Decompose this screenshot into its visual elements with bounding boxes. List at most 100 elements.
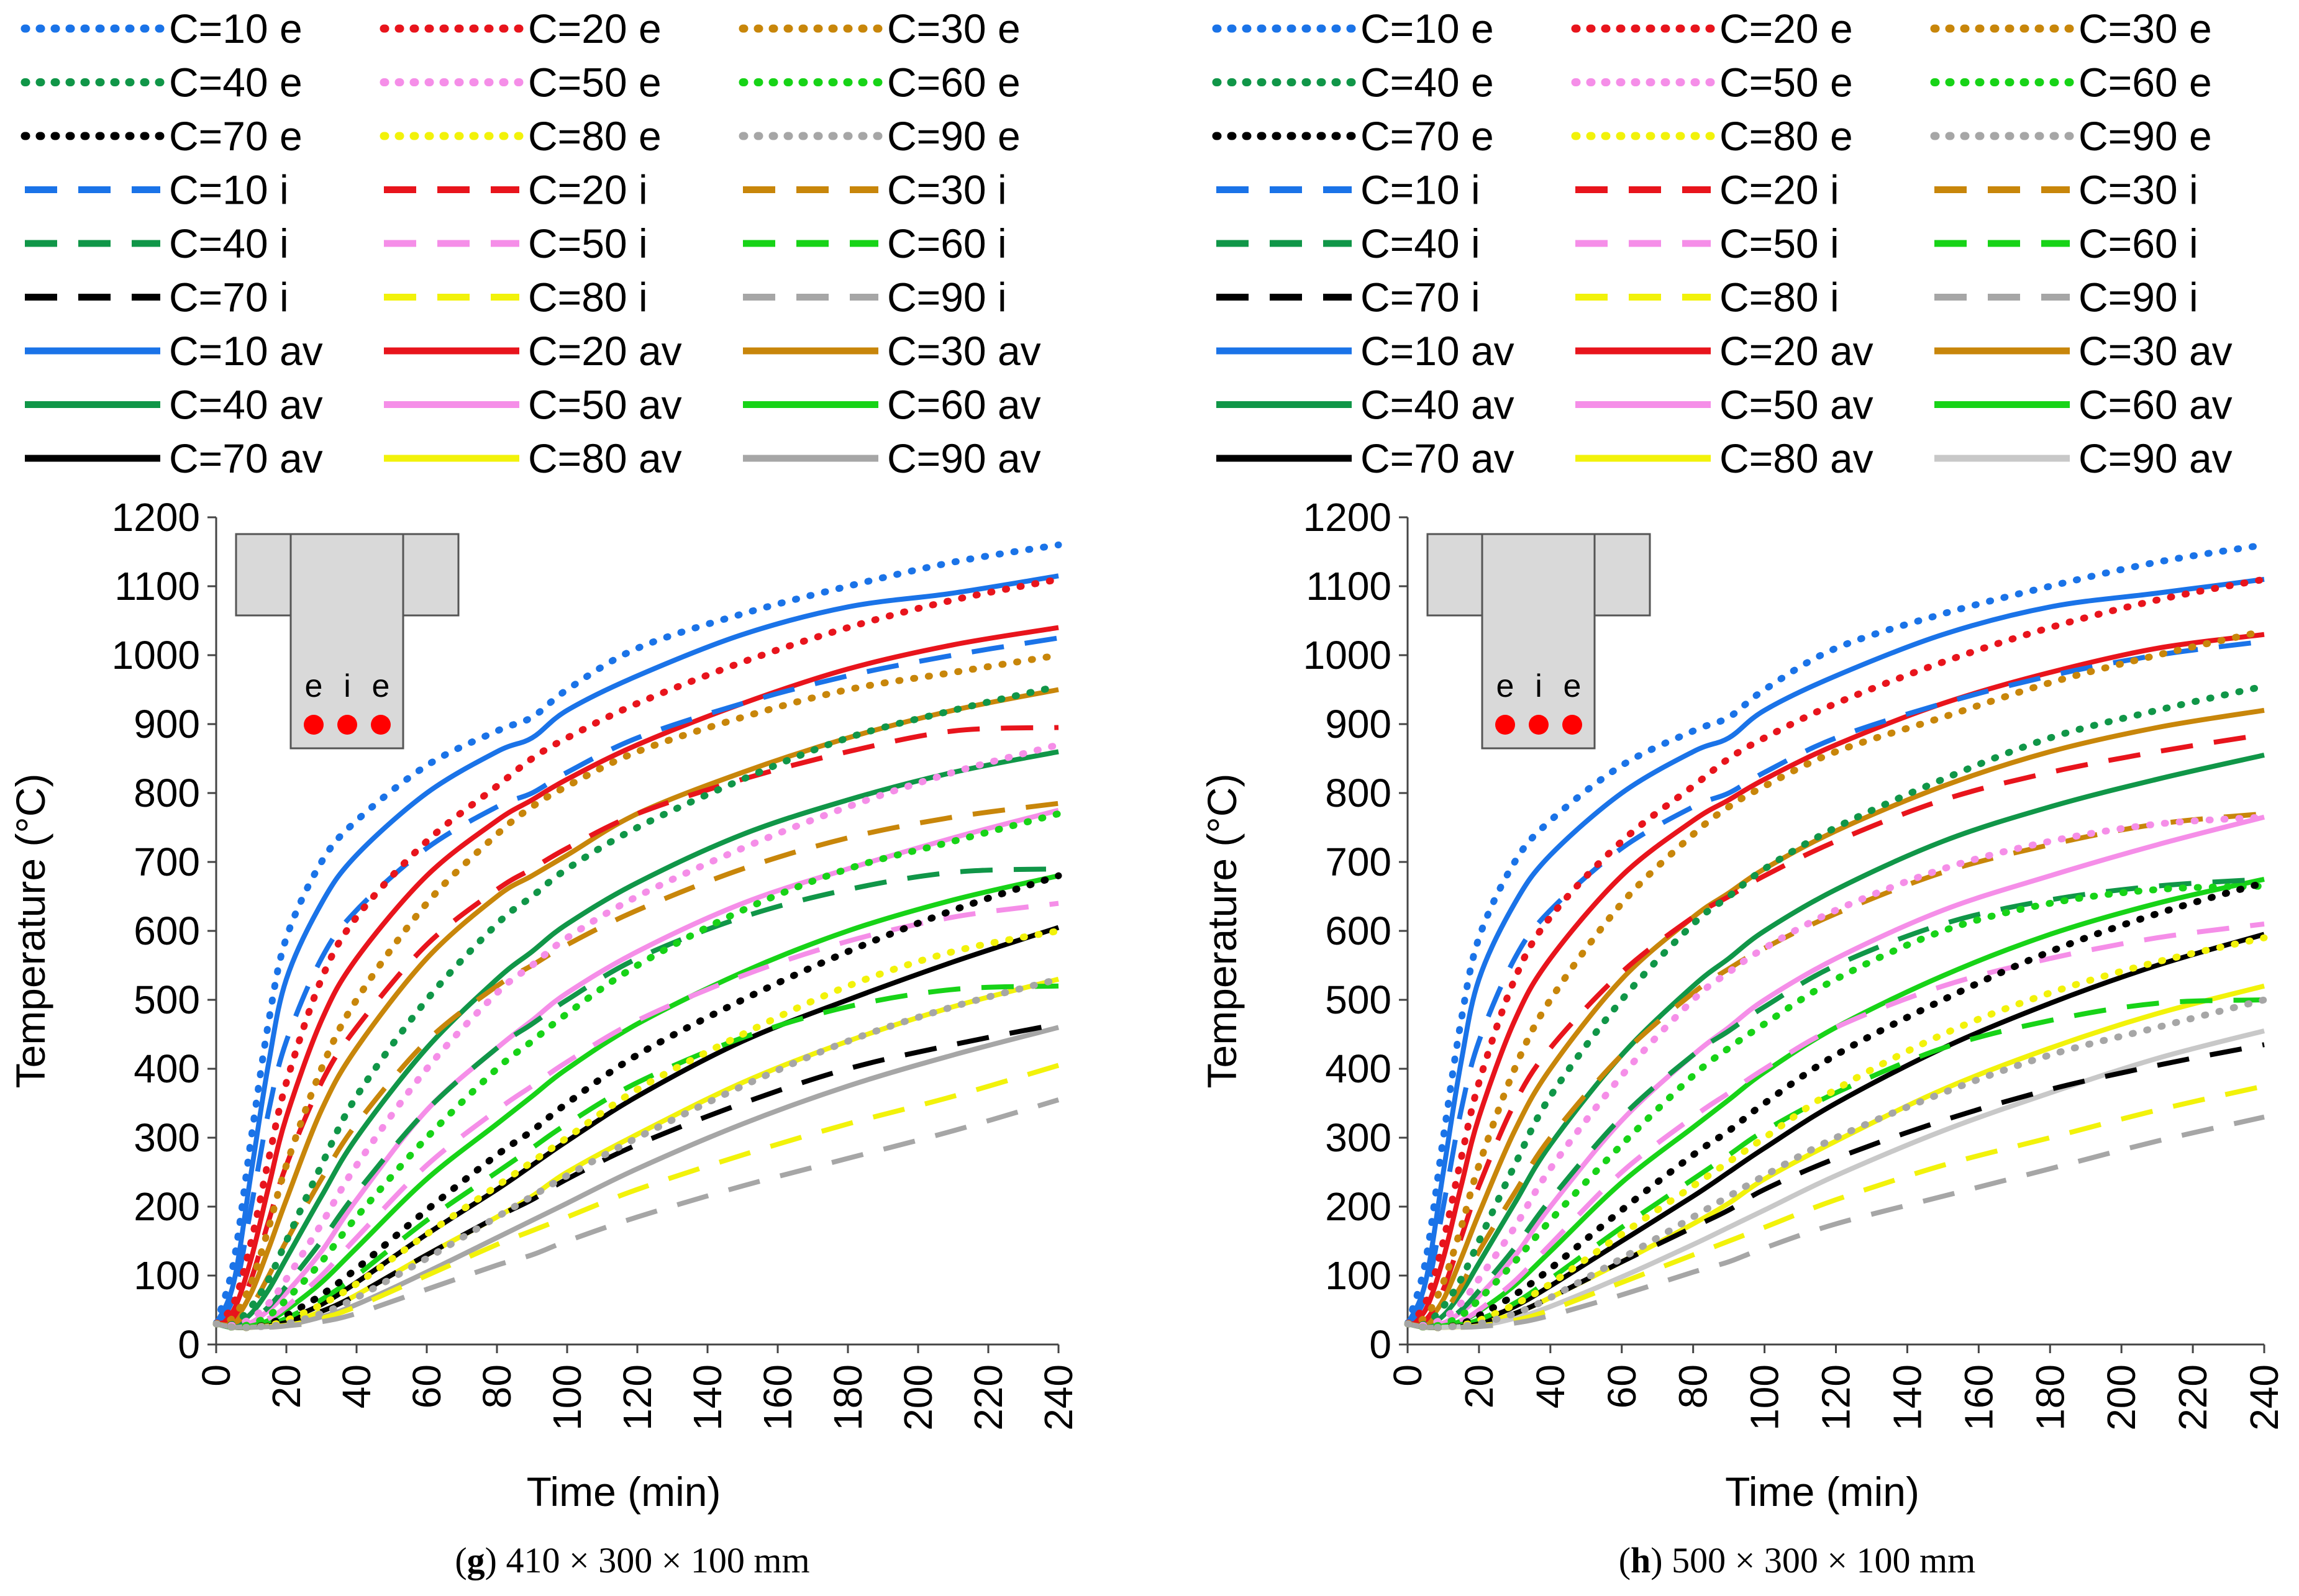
x-tick-label: 180 — [826, 1364, 870, 1431]
x-tick-label: 40 — [1528, 1364, 1573, 1408]
legend-label: C=80 av — [528, 435, 682, 481]
legend-label: C=50 i — [528, 220, 648, 266]
legend-item: C=50 i — [384, 220, 648, 266]
series-line — [1407, 1114, 2265, 1330]
legend-item: C=80 i — [384, 274, 648, 320]
legend-item: C=80 e — [1571, 113, 1853, 159]
legend-label: C=90 av — [887, 435, 1041, 481]
legend-item: C=90 av — [1934, 435, 2233, 481]
rebar-label: i — [1535, 668, 1542, 704]
series-line — [1404, 879, 2268, 1331]
series-line — [1407, 1028, 2265, 1330]
y-tick-label: 800 — [1325, 771, 1391, 815]
caption-letter: g — [467, 1540, 485, 1580]
legend-label: C=20 e — [1719, 6, 1853, 52]
legend-item: C=50 e — [1571, 60, 1853, 106]
chart-panel-g: C=10 e C=20 e C=30 e C=40 e C=50 e C=60 e C=70… — [7, 6, 1081, 1580]
series-line — [1407, 811, 2265, 1328]
legend-label: C=90 i — [887, 274, 1007, 320]
legend-item: C=20 e — [380, 6, 662, 52]
y-tick-label: 100 — [1325, 1253, 1391, 1298]
y-tick-label: 500 — [1325, 977, 1391, 1022]
legend-item: C=70 e — [1212, 113, 1494, 159]
y-tick-label: 400 — [134, 1046, 200, 1091]
legend-label: C=30 i — [887, 167, 1007, 213]
y-tick-label: 200 — [134, 1184, 200, 1229]
x-tick-label: 220 — [2170, 1364, 2215, 1431]
legend-label: C=40 i — [169, 220, 289, 266]
series-line — [1405, 638, 2265, 1326]
legend-label: C=30 e — [887, 6, 1021, 52]
x-tick-label: 100 — [545, 1364, 590, 1431]
rebar-label: i — [344, 668, 351, 704]
legend-item: C=70 i — [1216, 274, 1480, 320]
legend-label: C=80 i — [1719, 274, 1839, 320]
legend-label: C=70 i — [1360, 274, 1480, 320]
legend-label: C=50 i — [1719, 220, 1839, 266]
series-line — [212, 541, 1062, 1328]
legend-label: C=60 i — [2078, 220, 2198, 266]
x-tick-label: 0 — [1385, 1364, 1430, 1387]
legend-label: C=70 e — [1360, 113, 1494, 159]
legend-label: C=40 e — [169, 60, 303, 106]
series-line — [1407, 707, 2265, 1327]
rebar-dot — [337, 715, 357, 735]
legend-item: C=60 e — [1930, 60, 2212, 106]
series-line — [216, 925, 1060, 1330]
legend-item: C=30 e — [1930, 6, 2212, 52]
series-line — [212, 810, 1062, 1331]
rebar-dot — [1562, 715, 1582, 735]
series-line — [1407, 921, 2265, 1330]
legend-label: C=20 av — [1719, 328, 1873, 374]
legend-label: C=60 e — [2078, 60, 2212, 106]
legend-item: C=10 av — [25, 328, 323, 374]
x-tick-label: 60 — [1600, 1364, 1644, 1408]
web-shape — [1481, 533, 1596, 750]
legend-label: C=10 av — [169, 328, 323, 374]
legend-label: C=90 e — [2078, 113, 2212, 159]
legend-label: C=40 av — [1360, 382, 1514, 428]
y-tick-label: 700 — [134, 840, 200, 884]
legend-label: C=30 i — [2078, 167, 2198, 213]
legend-label: C=10 av — [1360, 328, 1514, 374]
y-tick-label: 900 — [134, 702, 200, 746]
series-line — [214, 625, 1059, 1326]
x-tick-label: 160 — [755, 1364, 800, 1431]
legend-item: C=40 e — [20, 60, 303, 106]
x-tick-label: 120 — [615, 1364, 660, 1431]
legend-item: C=80 i — [1575, 274, 1839, 320]
series-line — [212, 976, 1062, 1331]
legend-item: C=20 i — [384, 167, 648, 213]
legend-item: C=10 e — [1212, 6, 1494, 52]
legend-item: C=60 e — [739, 60, 1021, 106]
legend-item: C=20 av — [384, 328, 682, 374]
series-line — [1405, 576, 2265, 1325]
legend-item: C=40 av — [25, 382, 323, 428]
figure-caption: (g) 410 × 300 × 100 mm — [455, 1540, 809, 1580]
chart-panel-h: C=10 e C=20 e C=30 e C=40 e C=50 e C=60 e C=70… — [1199, 6, 2287, 1580]
legend-label: C=70 e — [169, 113, 303, 159]
x-tick-label: 220 — [966, 1364, 1011, 1431]
rebar-label: e — [372, 668, 390, 704]
legend-item: C=30 i — [743, 167, 1007, 213]
legend-item: C=40 i — [1216, 220, 1480, 266]
series-line — [212, 651, 1062, 1328]
x-tick-label: 240 — [1036, 1364, 1081, 1431]
x-axis-title: Time (min) — [1725, 1469, 1919, 1515]
legend-item: C=20 i — [1575, 167, 1839, 213]
legend-label: C=50 av — [528, 382, 682, 428]
legend-item: C=10 e — [20, 6, 303, 52]
legend-label: C=10 i — [1360, 167, 1480, 213]
legend-label: C=20 e — [528, 6, 662, 52]
legend-item: C=50 av — [1575, 382, 1873, 428]
y-tick-label: 1100 — [114, 564, 200, 609]
legend-label: C=50 av — [1719, 382, 1873, 428]
y-tick-label: 0 — [178, 1322, 200, 1367]
legend-item: C=50 av — [384, 382, 682, 428]
caption-letter: h — [1631, 1540, 1650, 1580]
legend-item: C=70 e — [20, 113, 303, 159]
series-line — [216, 900, 1059, 1330]
legend-label: C=20 av — [528, 328, 682, 374]
